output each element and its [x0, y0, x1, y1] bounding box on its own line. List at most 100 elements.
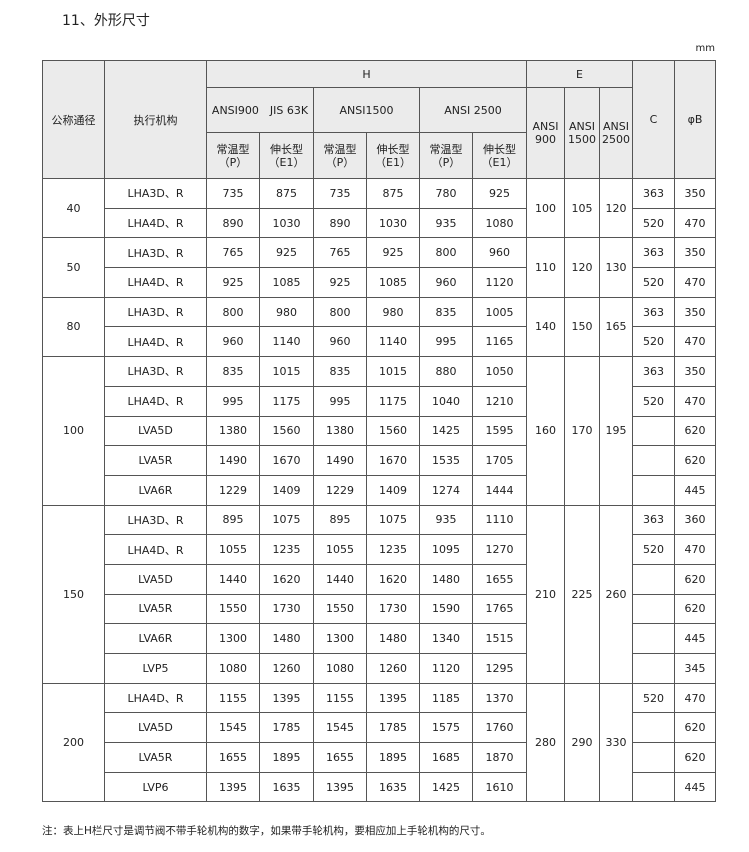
h-value-cell: 1444	[472, 474, 527, 506]
table-row: 100 LHA3D、R 835 1015 835 1015 880 1050 160 170 195…	[42, 356, 716, 506]
b-value-cell: 620	[674, 563, 716, 595]
b-value-cell: 470	[674, 326, 716, 358]
h-value-cell: 1030	[366, 207, 420, 239]
b-value-cell: 470	[674, 682, 716, 714]
h-value-cell: 1235	[259, 534, 314, 565]
unit-label: mm	[695, 43, 715, 54]
h-value-cell: 1730	[259, 593, 314, 625]
h-value-cell: 1765	[472, 593, 527, 625]
h-value-cell: 1140	[259, 326, 314, 358]
h-group: ANSI900 JIS 63K	[206, 87, 314, 133]
h-value-cell: 1185	[419, 682, 473, 714]
h-value-cell: 925	[313, 267, 367, 298]
b-value-cell: 445	[674, 771, 716, 803]
h-value-cell: 880	[419, 356, 473, 387]
table-row: 200 LHA4D、R 1155 1395 1155 1395 1185 1370 280 290…	[42, 682, 716, 803]
h-value-cell: 925	[472, 178, 527, 209]
table-row: LVA5D 1380 1560 1380 1560 1425 1595 620	[43, 415, 716, 447]
h-value-cell: 1380	[206, 415, 260, 447]
c-value-cell: 520	[632, 207, 675, 239]
e-value-cell: 330	[599, 682, 633, 803]
h-sub-header: 伸长型 （E1）	[259, 132, 314, 179]
actuator-cell: LHA4D、R	[104, 682, 207, 714]
b-value-cell: 470	[674, 267, 716, 298]
h-value-cell: 1440	[313, 563, 367, 595]
h-value-cell: 1670	[366, 445, 420, 476]
h-value-cell: 1395	[366, 682, 420, 714]
h-value-cell: 995	[206, 385, 260, 417]
table-row: LVP5 1080 1260 1080 1260 1120 1295 345	[43, 653, 716, 684]
h-value-cell: 1095	[419, 534, 473, 565]
h-value-cell: 1080	[313, 653, 367, 684]
table-row: LVA5R 1550 1730 1550 1730 1590 1765 620	[43, 593, 716, 625]
actuator-cell: LVA5R	[104, 445, 207, 476]
header-b: φB	[674, 60, 716, 179]
nominal-size-cell: 100	[42, 356, 105, 506]
h-value-cell: 1730	[366, 593, 420, 625]
actuator-cell: LHA4D、R	[104, 534, 207, 565]
c-value-cell: 363	[632, 178, 675, 209]
h-value-cell: 800	[206, 296, 260, 328]
h-value-cell: 1760	[472, 712, 527, 744]
h-value-cell: 1050	[472, 356, 527, 387]
dimensions-table: 公称通径 执行机构 H E C φB ANSI900 JIS 63K ANSI1…	[42, 60, 716, 803]
e-value-cell: 105	[564, 177, 600, 239]
actuator-cell: LVA5D	[104, 563, 207, 595]
h-value-cell: 1380	[313, 415, 367, 447]
c-value-cell	[632, 623, 675, 654]
h-value-cell: 1015	[259, 356, 314, 387]
h-value-cell: 1480	[419, 563, 473, 595]
h-value-cell: 1274	[419, 474, 473, 506]
b-value-cell: 445	[674, 623, 716, 654]
c-value-cell	[632, 712, 675, 744]
table-row: 50 LHA3D、R 765 925 765 925 800 960 110 120 130 363 3…	[42, 237, 716, 298]
h-value-cell: 1550	[206, 593, 260, 625]
h-value-cell: 1155	[313, 682, 367, 714]
h-value-cell: 1490	[206, 445, 260, 476]
h-value-cell: 1295	[472, 653, 527, 684]
table-row: 40 LHA3D、R 735 875 735 875 780 925 100 105 120 363 3…	[42, 177, 716, 239]
h-value-cell: 1425	[419, 415, 473, 447]
c-value-cell: 363	[632, 504, 675, 536]
h-value-cell: 1785	[259, 712, 314, 744]
h-value-cell: 1370	[472, 682, 527, 714]
nominal-size-cell: 150	[42, 504, 105, 684]
actuator-cell: LHA4D、R	[104, 207, 207, 239]
h-value-cell: 1085	[259, 267, 314, 298]
h-value-cell: 1340	[419, 623, 473, 654]
h-value-cell: 1075	[259, 504, 314, 536]
table-row: LVA5D 1545 1785 1545 1785 1575 1760 620	[43, 712, 716, 744]
h-value-cell: 1560	[366, 415, 420, 447]
c-value-cell	[632, 742, 675, 773]
h-value-cell: 835	[206, 356, 260, 387]
h-value-cell: 935	[419, 207, 473, 239]
h-value-cell: 1575	[419, 712, 473, 744]
e-value-cell: 165	[599, 296, 633, 358]
h-value-cell: 1075	[366, 504, 420, 536]
h-value-cell: 1560	[259, 415, 314, 447]
actuator-cell: LVP6	[104, 771, 207, 803]
h-value-cell: 1120	[419, 653, 473, 684]
actuator-cell: LHA4D、R	[104, 267, 207, 298]
h-value-cell: 735	[206, 178, 260, 209]
h-value-cell: 1550	[313, 593, 367, 625]
h-value-cell: 1490	[313, 445, 367, 476]
h-value-cell: 1620	[366, 563, 420, 595]
h-value-cell: 1229	[206, 474, 260, 506]
h-value-cell: 875	[259, 178, 314, 209]
h-value-cell: 1870	[472, 742, 527, 773]
h-value-cell: 1175	[259, 385, 314, 417]
h-value-cell: 1655	[472, 563, 527, 595]
b-value-cell: 445	[674, 474, 716, 506]
h-value-cell: 1895	[259, 742, 314, 773]
h-value-cell: 1270	[472, 534, 527, 565]
h-value-cell: 1705	[472, 445, 527, 476]
c-value-cell	[632, 771, 675, 803]
table-row: LHA4D、R 1055 1235 1055 1235 1095 1270 520 470	[43, 534, 716, 565]
c-value-cell: 363	[632, 237, 675, 269]
h-value-cell: 800	[419, 237, 473, 269]
h-value-cell: 1655	[313, 742, 367, 773]
e-value-cell: 120	[564, 237, 600, 298]
h-value-cell: 1120	[472, 267, 527, 298]
